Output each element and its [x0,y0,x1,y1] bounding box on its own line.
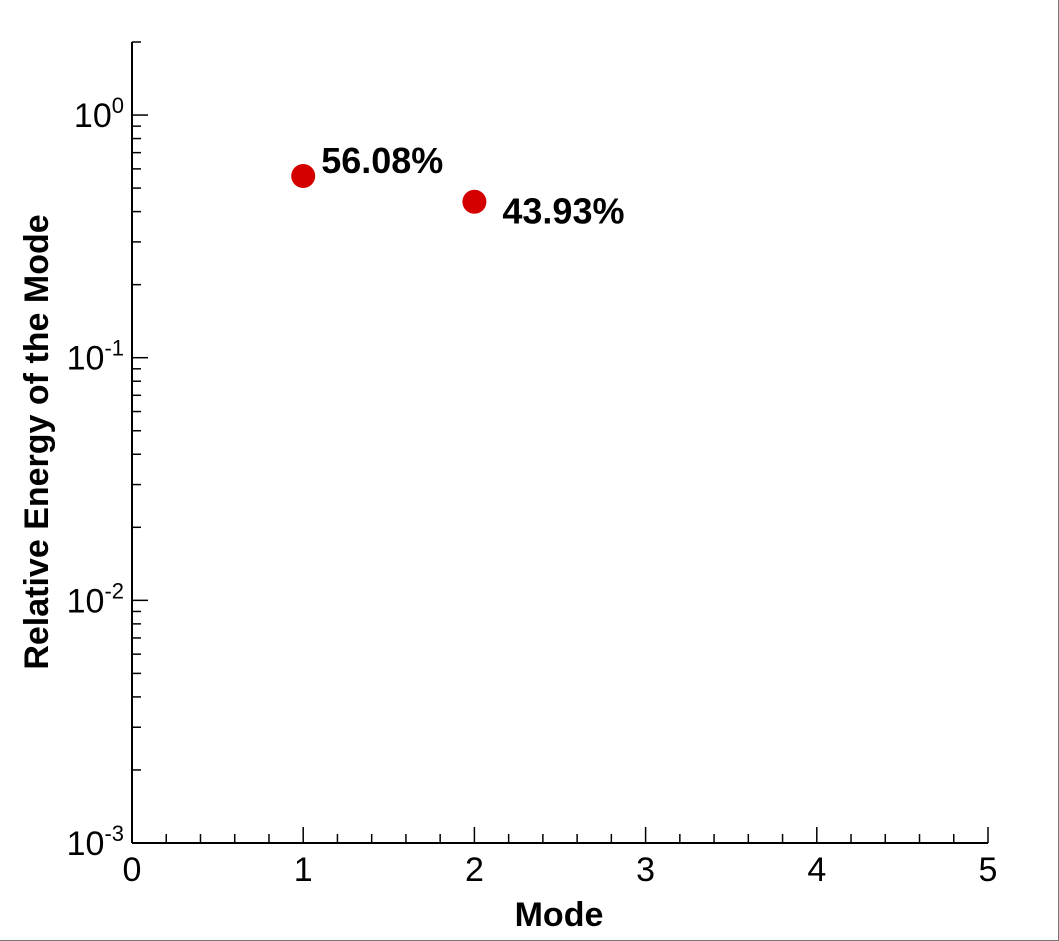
y-tick-exponent: 0 [112,93,124,118]
x-axis-title: Mode [515,896,604,934]
x-tick-label: 0 [123,851,142,889]
data-points: 56.08% 43.93% [291,140,625,232]
y-tick-exponent: -1 [104,336,124,361]
data-label: 43.93% [502,191,624,232]
x-tick-label: 3 [636,851,655,889]
x-tick-label: 5 [979,851,998,889]
y-tick-exponent: -2 [104,578,124,603]
y-tick-label: 10-1 [67,336,124,378]
y-tick-label: 10-3 [67,821,124,863]
data-point [291,163,316,188]
y-tick-base: 10 [74,97,112,135]
data-point [462,189,487,214]
x-tick-label: 2 [465,851,484,889]
y-tick-exponent: -3 [104,821,124,846]
y-axis-title: Relative Energy of the Mode [18,214,56,669]
y-tick-label: 100 [74,93,124,135]
data-label: 56.08% [321,140,443,181]
y-tick-base: 10 [67,582,105,620]
x-tick-label: 4 [807,851,826,889]
axes [131,42,988,844]
y-tick-base: 10 [67,340,105,378]
x-tick-label: 1 [294,851,313,889]
y-tick-base: 10 [67,825,105,863]
y-tick-label: 10-2 [67,578,124,620]
x-ticks: 0 1 2 3 4 5 [123,827,998,889]
